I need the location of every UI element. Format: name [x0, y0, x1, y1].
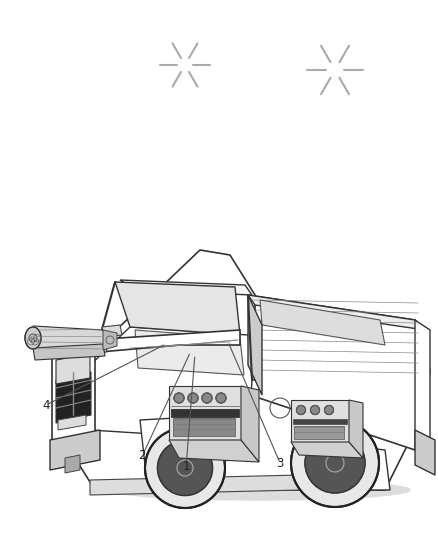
Polygon shape	[120, 280, 252, 295]
Text: 3: 3	[277, 457, 284, 470]
Polygon shape	[241, 386, 259, 462]
Ellipse shape	[202, 393, 212, 403]
Polygon shape	[65, 330, 240, 360]
Polygon shape	[70, 250, 255, 380]
Polygon shape	[169, 386, 241, 440]
Polygon shape	[415, 430, 435, 475]
Polygon shape	[56, 354, 90, 384]
Ellipse shape	[188, 393, 198, 403]
Polygon shape	[293, 419, 347, 424]
Polygon shape	[171, 409, 239, 417]
Polygon shape	[349, 400, 363, 458]
Polygon shape	[294, 426, 344, 439]
Polygon shape	[248, 295, 425, 330]
Polygon shape	[102, 325, 122, 337]
Text: 1: 1	[182, 460, 190, 473]
Polygon shape	[169, 440, 259, 462]
Ellipse shape	[305, 433, 365, 493]
Polygon shape	[260, 300, 385, 345]
Polygon shape	[85, 327, 252, 440]
Ellipse shape	[174, 393, 184, 403]
Polygon shape	[58, 415, 86, 430]
Ellipse shape	[311, 406, 319, 415]
Polygon shape	[65, 455, 80, 473]
Polygon shape	[135, 330, 244, 375]
Ellipse shape	[145, 428, 225, 508]
Polygon shape	[248, 295, 430, 450]
Polygon shape	[103, 330, 117, 350]
Ellipse shape	[25, 327, 41, 349]
Polygon shape	[291, 442, 363, 458]
Polygon shape	[56, 372, 91, 423]
Ellipse shape	[158, 440, 212, 496]
Polygon shape	[50, 430, 100, 470]
Polygon shape	[33, 326, 107, 352]
Polygon shape	[291, 400, 349, 442]
Ellipse shape	[325, 406, 333, 415]
Polygon shape	[415, 320, 430, 450]
Polygon shape	[248, 295, 262, 395]
Polygon shape	[90, 475, 300, 495]
Polygon shape	[173, 418, 235, 436]
Ellipse shape	[297, 406, 305, 415]
Polygon shape	[65, 370, 415, 490]
Polygon shape	[52, 345, 95, 450]
Ellipse shape	[216, 393, 226, 403]
Ellipse shape	[110, 480, 410, 500]
Polygon shape	[295, 440, 390, 490]
Polygon shape	[115, 282, 240, 335]
Text: 4: 4	[42, 399, 50, 411]
Polygon shape	[33, 344, 105, 360]
Ellipse shape	[291, 419, 379, 507]
Polygon shape	[140, 415, 235, 465]
Text: 2: 2	[138, 449, 146, 462]
